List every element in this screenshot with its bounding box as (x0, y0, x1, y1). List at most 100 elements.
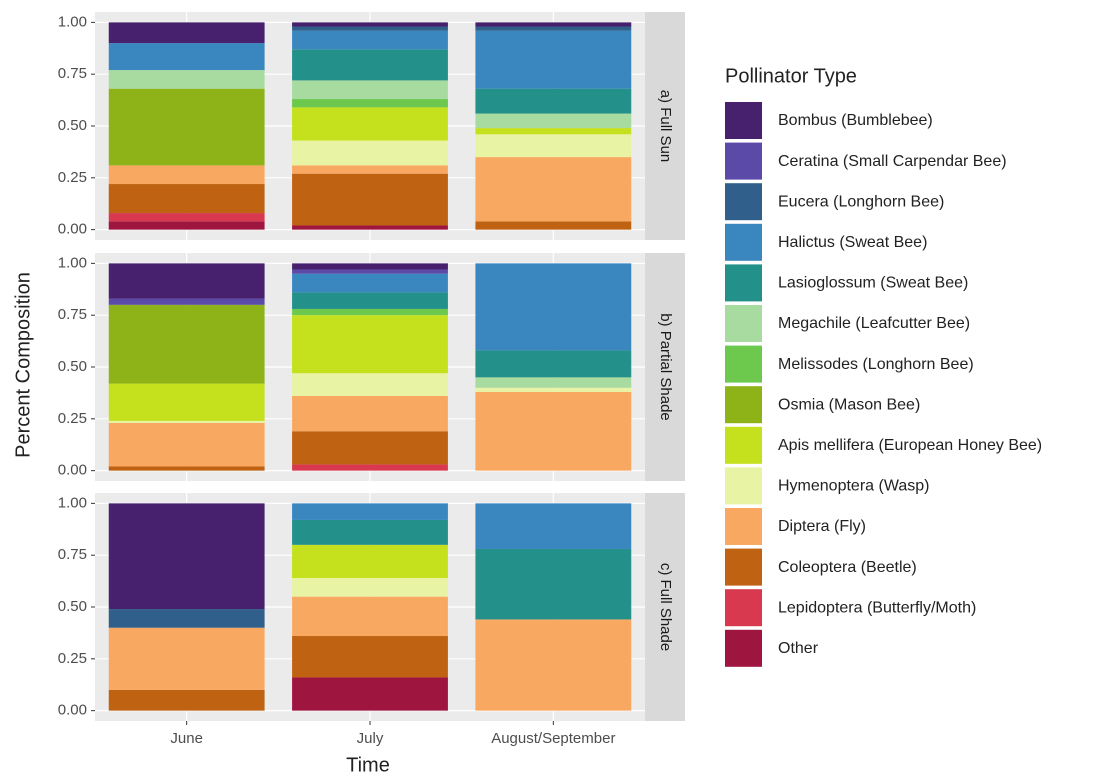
bar-segment (108, 213, 265, 222)
legend-key (725, 102, 762, 139)
legend-label: Apis mellifera (European Honey Bee) (778, 437, 1042, 454)
legend-label: Eucera (Longhorn Bee) (778, 193, 944, 210)
bar-segment (475, 221, 632, 230)
y-tick-label: 0.00 (58, 221, 87, 238)
bar-segment (475, 128, 632, 135)
x-axis-label: Time (346, 754, 390, 776)
bar-segment (108, 88, 265, 166)
y-tick-label: 0.75 (58, 65, 87, 82)
bar-segment (292, 26, 448, 31)
strip (645, 253, 685, 481)
bar-segment (108, 184, 265, 214)
bar-segment (292, 464, 448, 471)
bar-segment (292, 173, 448, 226)
bar-segment (108, 43, 265, 71)
bar-segment (292, 225, 448, 230)
legend-key (725, 426, 762, 464)
bar-segment (292, 107, 448, 141)
x-tick-label: August/September (491, 730, 615, 747)
legend-key (725, 467, 762, 505)
legend-label: Lepidoptera (Butterfly/Moth) (778, 599, 976, 616)
y-tick-label: 0.75 (58, 546, 87, 563)
bar-segment (108, 466, 265, 471)
x-tick-label: July (357, 730, 384, 747)
bar-segment (475, 157, 632, 222)
bar-segment (108, 420, 265, 423)
bar-segment (292, 292, 448, 309)
legend-label: Coleoptera (Beetle) (778, 559, 917, 576)
bar-segment (108, 689, 265, 711)
legend-key (725, 629, 762, 667)
legend-label: Ceratina (Small Carpendar Bee) (778, 153, 1007, 170)
bar-segment (292, 315, 448, 374)
strip-label: a) Full Sun (657, 90, 674, 163)
y-tick-label: 0.50 (58, 358, 87, 375)
strip-label: b) Partial Shade (657, 313, 674, 421)
legend-key (725, 589, 762, 627)
y-tick-label: 0.50 (58, 117, 87, 134)
y-tick-label: 0.75 (58, 306, 87, 323)
bar-segment (292, 431, 448, 465)
bar-segment (108, 221, 265, 230)
legend-label: Melissodes (Longhorn Bee) (778, 356, 974, 373)
bar-segment (108, 70, 265, 89)
bar-segment (475, 387, 632, 392)
bar-segment (108, 165, 265, 185)
bar-segment (475, 391, 632, 471)
legend-label: Bombus (Bumblebee) (778, 112, 933, 129)
y-axis-label: Percent Composition (12, 272, 34, 458)
bar-segment (108, 22, 265, 44)
bar-segment (292, 577, 448, 597)
legend-label: Other (778, 640, 819, 657)
y-tick-label: 0.25 (58, 650, 87, 667)
legend-key (725, 142, 762, 180)
legend-key (725, 305, 762, 342)
bar-segment (292, 30, 448, 50)
bar-segment (108, 503, 265, 610)
legend-label: Diptera (Fly) (778, 518, 866, 535)
legend-label: Hymenoptera (Wasp) (778, 478, 929, 495)
y-tick-label: 1.00 (58, 494, 87, 511)
bar-segment (292, 636, 448, 678)
y-tick-label: 0.50 (58, 598, 87, 615)
bar-segment (292, 503, 448, 520)
bar-segment (292, 99, 448, 108)
bar-segment (108, 263, 265, 299)
bar-segment (475, 377, 632, 388)
bar-segment (292, 273, 448, 293)
bar-segment (108, 609, 265, 628)
bar-segment (292, 22, 448, 27)
legend-key (725, 548, 762, 586)
y-tick-label: 1.00 (58, 254, 87, 271)
bar-segment (292, 263, 448, 270)
legend-label: Lasioglossum (Sweat Bee) (778, 275, 968, 292)
legend-key (725, 345, 762, 383)
y-tick-label: 0.25 (58, 410, 87, 427)
bar-segment (475, 503, 632, 549)
bar-segment (108, 304, 265, 384)
bar-segment (475, 619, 632, 711)
bar-segment (475, 30, 632, 89)
bar-segment (292, 544, 448, 578)
bar-segment (292, 308, 448, 316)
legend-key (725, 223, 762, 261)
bar-segment (292, 49, 448, 81)
bar-segment (292, 165, 448, 174)
bar-segment (292, 140, 448, 166)
bar-segment (475, 88, 632, 114)
bar-segment (292, 269, 448, 274)
bar-segment (292, 373, 448, 397)
legend-label: Halictus (Sweat Bee) (778, 234, 927, 251)
bar-segment (475, 548, 632, 620)
bar-segment (108, 383, 265, 421)
legend-title: Pollinator Type (725, 65, 857, 87)
bar-segment (292, 596, 448, 637)
bar-segment (108, 298, 265, 305)
bar-segment (475, 113, 632, 129)
bar-segment (475, 22, 632, 27)
bar-segment (475, 263, 632, 351)
legend-key (725, 508, 762, 545)
bar-segment (475, 26, 632, 31)
bar-segment (292, 677, 448, 711)
bar-segment (475, 350, 632, 378)
